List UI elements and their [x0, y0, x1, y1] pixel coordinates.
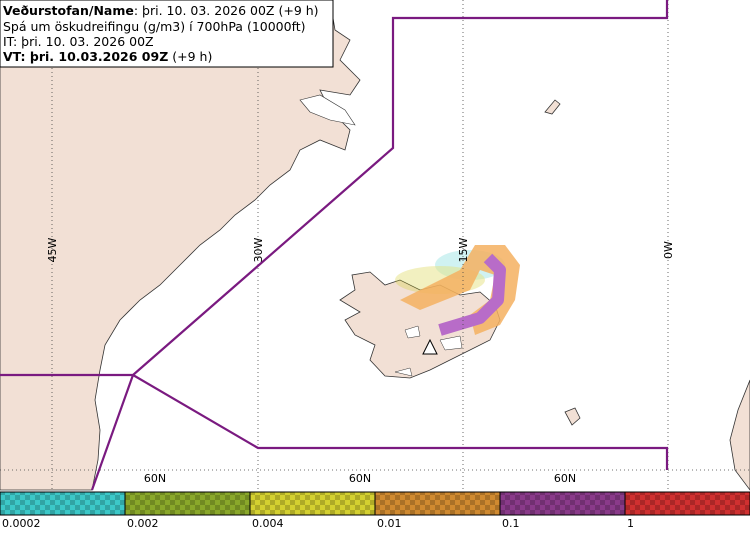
header-text: (+9 h) [168, 49, 212, 64]
longitude-label: 0W [662, 241, 675, 259]
header-line: VT: þri. 10.03.2026 09Z (+9 h) [3, 49, 212, 64]
glacier [394, 325, 463, 377]
faroe [564, 407, 581, 426]
longitude-label: 30W [252, 237, 265, 262]
header-box [0, 0, 334, 68]
iceland [339, 271, 501, 379]
legend-pattern [375, 492, 500, 515]
legend-label: 0.004 [252, 517, 284, 530]
latitude-label: 60N [349, 472, 371, 485]
legend-pattern [125, 492, 250, 515]
legend-label: 0.002 [127, 517, 159, 530]
legend-pattern [500, 492, 625, 515]
jan-mayen [544, 99, 561, 115]
longitude-label: 15W [457, 237, 470, 262]
greenland [0, 0, 361, 491]
legend-label: 0.1 [502, 517, 520, 530]
header-text: : þri. 10. 03. 2026 00Z (+9 h) [134, 3, 319, 18]
ash-purple [438, 253, 506, 336]
header-line: Veðurstofan/Name: þri. 10. 03. 2026 00Z … [3, 3, 319, 18]
legend-label: 0.0002 [2, 517, 41, 530]
longitude-label: 45W [46, 237, 59, 262]
header-line: Spá um öskudreifingu (g/m3) í 700hPa (10… [3, 19, 306, 34]
header-bold: Veðurstofan/Name [3, 3, 134, 18]
graticule-labels: 45W 30W 15W 0W 60N 60N 60N [46, 237, 675, 485]
header-line: IT: þri. 10. 03. 2026 00Z [3, 34, 154, 49]
latitude-label: 60N [144, 472, 166, 485]
legend-label: 0.01 [377, 517, 402, 530]
legend-label: 1 [627, 517, 634, 530]
latitude-label: 60N [554, 472, 576, 485]
volcano [422, 338, 438, 355]
legend-pattern [250, 492, 375, 515]
grid-lines [0, 0, 750, 490]
fir-boundary [0, 0, 669, 491]
legend-pattern [0, 492, 125, 515]
fjord [299, 94, 356, 126]
legend: 0.0002 0.002 0.004 0.01 0.1 1 [0, 491, 750, 530]
norway [729, 379, 750, 491]
legend-pattern [625, 492, 750, 515]
header-bold: VT: þri. 10.03.2026 09Z [3, 49, 168, 64]
